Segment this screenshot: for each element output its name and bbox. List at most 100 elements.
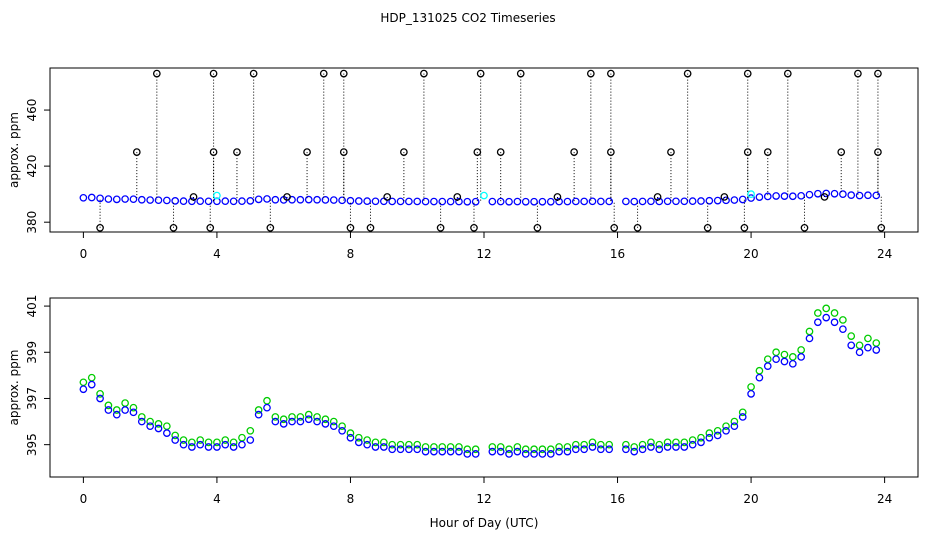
data-point [822,313,831,322]
data-point [296,417,305,426]
data-point [476,69,485,78]
data-point [730,422,739,431]
x-tick-label: 12 [476,247,491,261]
data-point [304,195,313,204]
data-point [755,366,764,375]
data-point [755,193,764,201]
data-point [296,195,305,204]
data-point [354,197,363,205]
data-point [87,373,96,382]
data-point [647,197,655,206]
data-point [266,223,275,232]
data-point [405,197,413,206]
data-point [121,399,129,407]
data-point [137,417,146,426]
data-point [436,223,445,232]
data-point [254,410,263,419]
y-tick-label: 401 [25,295,39,318]
data-point [313,195,321,204]
data-point [580,197,589,206]
data-point [713,426,722,435]
data-point [653,193,662,201]
data-point [221,440,230,449]
data-point [622,445,630,454]
data-point [633,223,642,232]
data-point [496,148,505,156]
data-point [521,197,530,206]
data-point [663,438,672,447]
data-point [630,443,639,451]
data-point [196,436,205,444]
data-point [730,417,739,426]
data-point [780,350,789,359]
data-point [129,408,138,417]
data-point [79,385,88,394]
data-point [667,148,675,156]
data-point [279,420,288,428]
data-point [488,197,497,206]
data-point [570,148,578,156]
data-point [855,348,864,357]
data-point [213,438,221,447]
data-point [229,438,238,447]
data-point [538,445,547,454]
data-point [872,339,881,347]
data-point [788,359,797,368]
data-point [388,440,397,449]
data-point [864,343,872,352]
data-point [586,69,595,78]
data-point [740,223,749,232]
data-point [697,433,705,442]
data-point [688,440,697,449]
data-point [516,69,525,78]
data-point [747,390,755,398]
y-axis-label: approx. ppm [7,350,21,426]
data-point [588,443,597,451]
data-point [446,197,455,206]
data-point [96,390,104,398]
data-point [530,197,538,206]
data-point [839,190,847,199]
data-point [421,447,430,456]
data-point [413,197,422,206]
data-point [697,197,705,205]
data-point [121,406,129,414]
data-point [329,422,338,431]
data-point [488,443,497,451]
data-point [238,440,246,449]
data-point [630,447,639,456]
data-point [196,440,205,449]
data-point [680,443,689,451]
data-point [79,193,88,202]
data-point [246,436,255,444]
data-point [471,450,480,458]
data-point [453,193,462,201]
data-point [839,325,847,334]
data-point [363,197,372,206]
data-point [438,197,447,206]
data-point [430,447,438,456]
data-point [383,193,392,201]
data-point [438,443,447,451]
data-point [705,433,714,442]
data-point [596,197,605,206]
data-point [655,197,664,206]
data-point [338,422,346,431]
data-point [605,440,614,449]
data-point [496,197,505,206]
y-tick-label: 399 [25,341,39,364]
data-point [338,196,346,205]
data-point [146,422,155,431]
data-point [820,193,829,201]
data-point [580,445,589,454]
data-point [238,197,246,206]
data-point [830,318,839,327]
data-point [553,193,562,201]
data-point [388,197,397,206]
data-point [279,415,288,424]
data-point [154,424,163,433]
data-point [329,417,338,426]
x-tick-label: 4 [213,247,221,261]
x-tick-label: 20 [743,492,758,506]
